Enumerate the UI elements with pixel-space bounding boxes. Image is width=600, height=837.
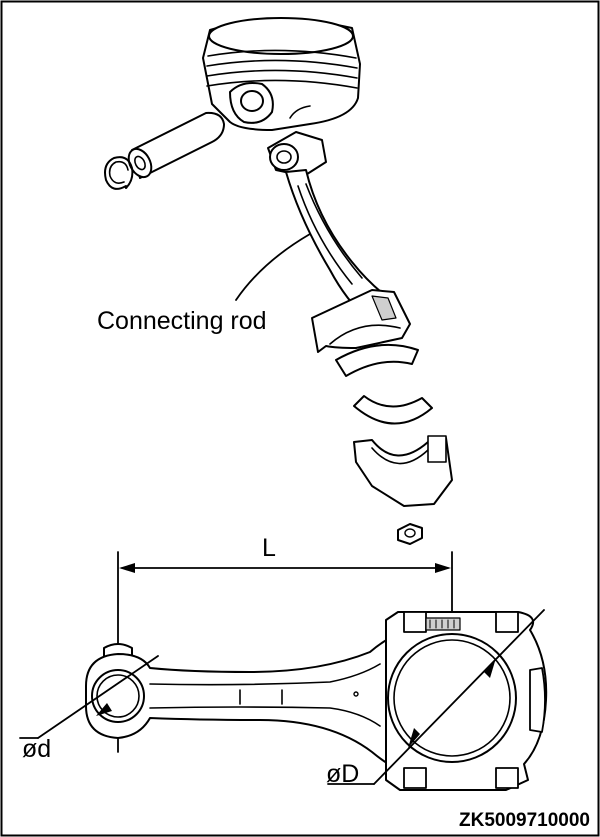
snap-ring [104, 156, 134, 190]
lower-bearing-shell [353, 395, 433, 425]
length-arrow-right [435, 563, 451, 573]
piston-pin [127, 111, 225, 179]
connecting-rod-leader [235, 233, 311, 301]
big-end-diameter-arrow-upper [484, 658, 496, 678]
bearing-cap [353, 435, 453, 507]
exploded-view [104, 17, 453, 545]
connecting-rod-exploded [267, 131, 411, 353]
length-arrow-left [119, 563, 135, 573]
big-end-diameter-arrow-lower [408, 728, 420, 748]
upper-bearing-shell [335, 343, 419, 377]
connecting-rod-label: Connecting rod [97, 307, 267, 335]
hatched-joint [425, 617, 461, 631]
nut [397, 523, 423, 545]
dimension-view: L [19, 534, 548, 791]
small-end-diameter-arrow [96, 703, 112, 716]
connecting-rod-side-view [85, 611, 548, 791]
small-end-diameter-line [37, 655, 159, 739]
big-end-diameter-label: øD [326, 760, 359, 788]
length-label: L [262, 534, 276, 562]
small-end-diameter-label: ød [22, 735, 51, 763]
big-end-diameter-line [373, 609, 545, 785]
figure-code: ZK5009710000 [459, 810, 590, 831]
piston [202, 17, 361, 131]
